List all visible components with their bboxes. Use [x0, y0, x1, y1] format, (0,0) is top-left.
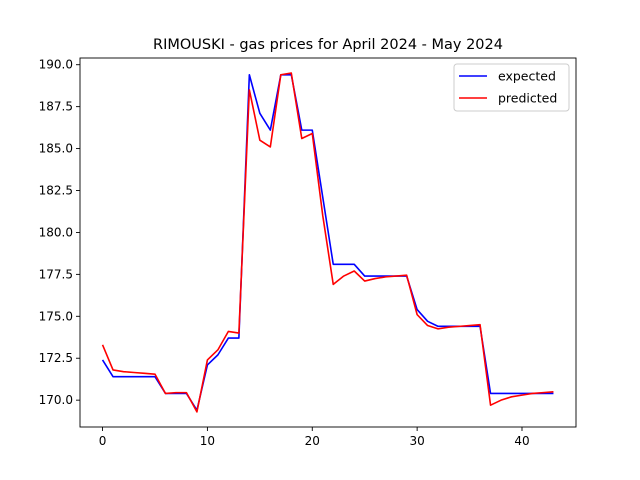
x-tick-label: 40: [514, 434, 529, 448]
y-tick-label: 182.5: [39, 184, 73, 198]
chart-title: RIMOUSKI - gas prices for April 2024 - M…: [153, 37, 503, 53]
series-line-predicted: [101, 72, 554, 413]
y-tick-label: 187.5: [39, 100, 73, 114]
x-tick-label: 10: [200, 434, 215, 448]
axes-frame: [79, 57, 577, 428]
legend-label-expected: expected: [498, 69, 556, 84]
x-tick-label: 20: [305, 434, 320, 448]
x-axis-ticks: 0 10 20 30 40: [99, 427, 530, 448]
x-tick-label: 0: [99, 434, 107, 448]
legend: expected predicted: [453, 63, 570, 112]
y-tick-label: 185.0: [39, 142, 73, 156]
y-tick-label: 170.0: [39, 393, 73, 407]
y-tick-label: 190.0: [39, 58, 73, 72]
y-tick-label: 180.0: [39, 225, 73, 239]
legend-label-predicted: predicted: [498, 91, 557, 106]
plot-area: [79, 57, 577, 428]
series-line-expected: [101, 73, 554, 412]
y-tick-label: 172.5: [39, 351, 73, 365]
y-tick-label: 177.5: [39, 267, 73, 281]
x-tick-label: 30: [409, 434, 424, 448]
y-tick-label: 175.0: [39, 309, 73, 323]
y-axis-ticks: 170.0 172.5 175.0 177.5 180.0 182.5 185.0 187.5…: [39, 58, 80, 407]
